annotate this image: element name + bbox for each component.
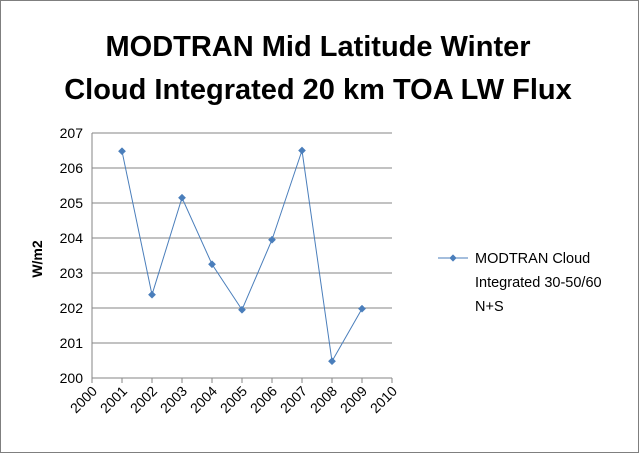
data-point-2009 bbox=[358, 304, 366, 313]
x-tick-label-2003: 2003 bbox=[157, 383, 190, 416]
x-tick-label-2004: 2004 bbox=[187, 383, 220, 416]
x-tick-label-2001: 2001 bbox=[97, 383, 130, 416]
y-tick-label-200: 200 bbox=[60, 370, 84, 386]
y-tick-label-204: 204 bbox=[60, 230, 84, 246]
y-tick-label-205: 205 bbox=[60, 195, 84, 211]
data-point-2005 bbox=[238, 305, 246, 314]
y-tick-label-206: 206 bbox=[60, 160, 84, 176]
x-tick-label-2009: 2009 bbox=[337, 383, 370, 416]
data-point-2006 bbox=[268, 235, 276, 244]
y-tick-label-202: 202 bbox=[60, 300, 84, 316]
data-point-2002 bbox=[148, 290, 156, 299]
x-tick-label-2006: 2006 bbox=[247, 383, 280, 416]
x-tick-label-2000: 2000 bbox=[67, 383, 100, 416]
x-tick-label-2002: 2002 bbox=[127, 383, 160, 416]
legend-label-line-3: N+S bbox=[475, 299, 504, 315]
x-tick-label-2005: 2005 bbox=[217, 383, 250, 416]
y-axis-label: W/m2 bbox=[29, 240, 45, 278]
chart-title-line-2: Cloud Integrated 20 km TOA LW Flux bbox=[64, 74, 572, 106]
data-point-2001 bbox=[118, 147, 126, 156]
y-tick-label-201: 201 bbox=[60, 335, 84, 351]
data-point-2007 bbox=[298, 146, 306, 155]
axes bbox=[91, 133, 393, 383]
x-tick-label-2010: 2010 bbox=[367, 383, 400, 416]
legend-label-line-2: Integrated 30-50/60 bbox=[475, 275, 602, 291]
x-tick-label-2008: 2008 bbox=[307, 383, 340, 416]
data-point-2004 bbox=[208, 260, 216, 269]
series-layer bbox=[118, 146, 366, 366]
data-point-2003 bbox=[178, 193, 186, 202]
chart-title-line-1: MODTRAN Mid Latitude Winter bbox=[105, 31, 530, 63]
y-tick-label-203: 203 bbox=[60, 265, 84, 281]
legend: MODTRAN Cloud Integrated 30-50/60 N+S bbox=[438, 251, 602, 315]
legend-marker-0 bbox=[449, 254, 457, 262]
x-tick-labels: 2000200120022003200420052006200720082009… bbox=[67, 383, 400, 416]
data-point-2008 bbox=[328, 357, 336, 366]
y-tick-label-207: 207 bbox=[60, 125, 84, 141]
series-line-0 bbox=[121, 150, 363, 363]
y-tick-labels: 200 201 202 203 204 205 206 207 bbox=[60, 125, 84, 386]
x-tick-label-2007: 2007 bbox=[277, 383, 310, 416]
legend-label-line-1: MODTRAN Cloud bbox=[475, 251, 590, 267]
